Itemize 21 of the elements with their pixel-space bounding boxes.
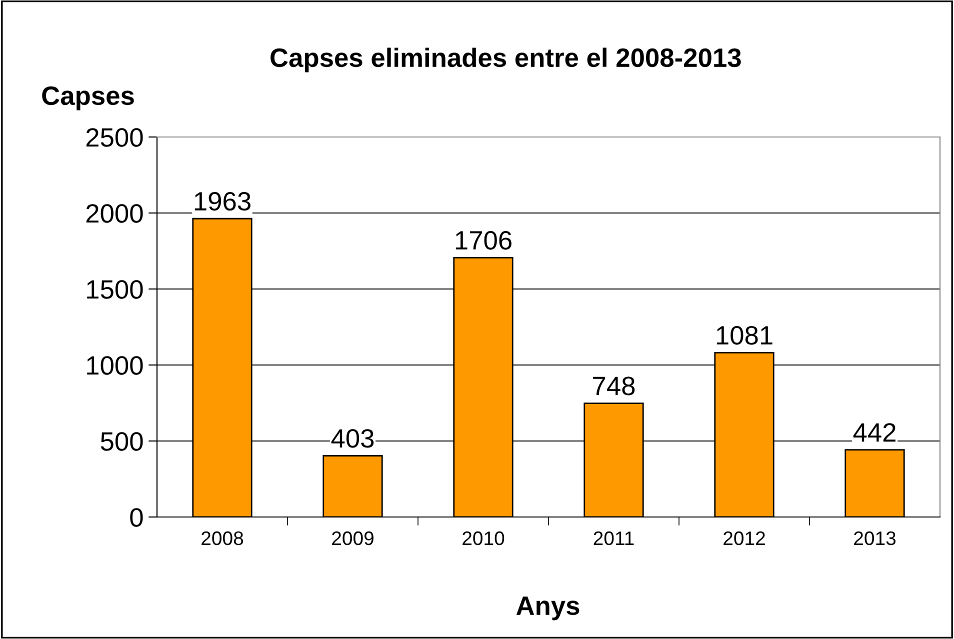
data-label: 1081 [716,326,772,345]
y-tick-label: 2000 [86,204,143,223]
x-tick-label: 2009 [332,531,374,546]
data-label: 403 [331,429,374,448]
y-tick-label: 500 [100,432,143,451]
y-tick-label: 0 [130,508,143,527]
y-tick-label: 1000 [87,356,143,375]
x-tick-label: 2010 [462,531,504,546]
y-tick-label: 2500 [86,128,143,147]
data-label: 748 [593,376,635,396]
y-axis-title: Capses [42,86,134,110]
y-tick-label: 1500 [87,280,143,299]
x-axis-title: Anys [516,596,580,620]
x-tick-label: 2013 [854,531,896,546]
chart-title: Capses eliminades entre el 2008-2013 [270,48,741,72]
x-tick-label: 2011 [594,531,634,546]
x-tick-label: 2012 [724,531,765,546]
x-tick-label: 2008 [202,531,244,546]
data-label: 442 [853,423,896,442]
data-label: 1963 [194,192,250,211]
data-label: 1706 [456,231,512,250]
